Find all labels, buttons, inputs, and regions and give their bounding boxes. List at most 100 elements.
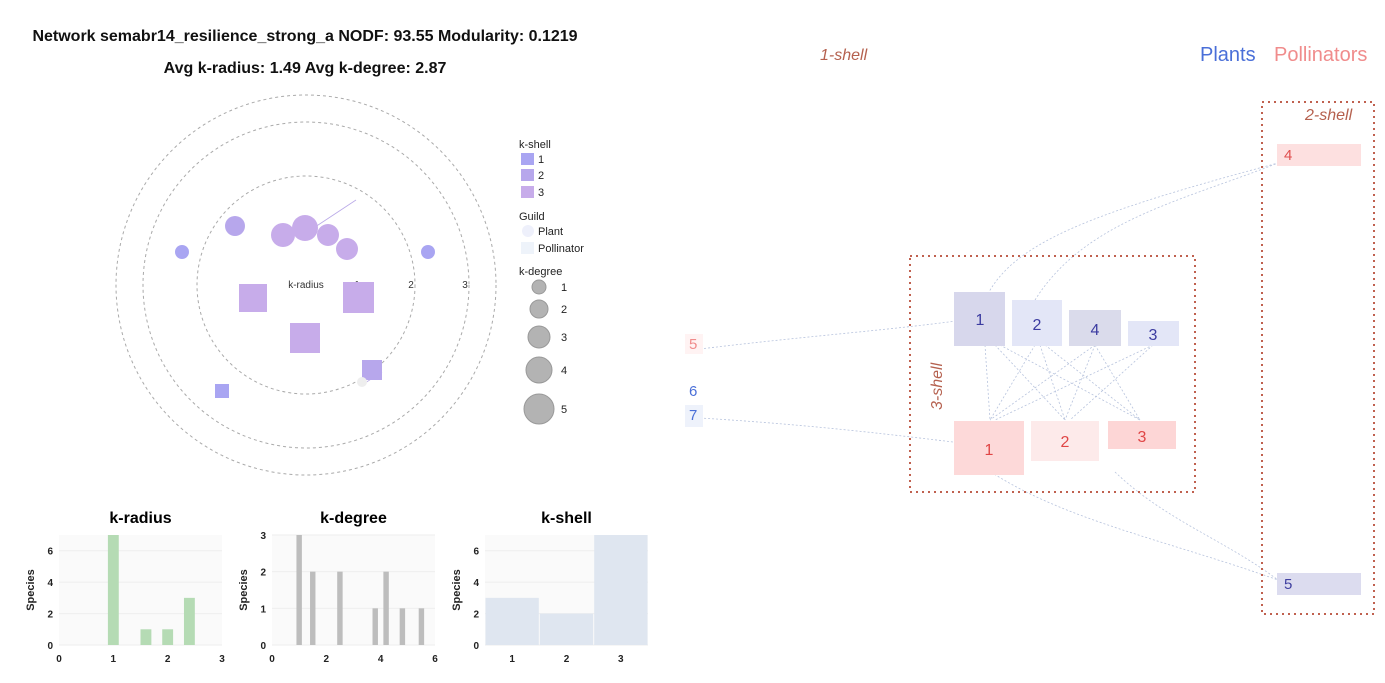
histogram-bar bbox=[310, 571, 316, 645]
shell2-plant-label: 5 bbox=[1284, 576, 1292, 593]
shell-3-box bbox=[909, 255, 1196, 493]
shell3-pollinator-node bbox=[1108, 421, 1176, 449]
histogram-bar bbox=[418, 608, 425, 645]
shell2-pollinator-node bbox=[1277, 144, 1361, 166]
y-tick-label: 2 bbox=[47, 610, 53, 621]
y-tick-label: 2 bbox=[260, 568, 266, 579]
shell3-plant-label: 1 bbox=[976, 312, 985, 329]
y-axis-label: Species bbox=[238, 569, 250, 611]
outlier-plant-label: 7 bbox=[689, 407, 697, 424]
shell2-pollinator-label: 4 bbox=[1284, 147, 1292, 164]
shell3-pollinator-label: 1 bbox=[985, 442, 994, 459]
y-tick-label: 4 bbox=[47, 578, 53, 589]
outlier-plant-label: 6 bbox=[689, 383, 697, 400]
pollinator-node bbox=[362, 360, 382, 380]
histogram-bar bbox=[485, 597, 539, 645]
plant-node bbox=[175, 245, 189, 259]
legend-kshell-swatch bbox=[521, 186, 534, 198]
ring-mid bbox=[142, 121, 470, 449]
y-axis-label: Species bbox=[25, 569, 37, 611]
plant-node bbox=[317, 224, 339, 246]
legend-kshell-label: 3 bbox=[538, 187, 544, 199]
legend-kdegree-label: 1 bbox=[561, 282, 567, 294]
legend-pollinators: Pollinators bbox=[1274, 44, 1367, 66]
x-tick-label: 6 bbox=[432, 654, 438, 665]
outlier-pollinator-label: 5 bbox=[689, 336, 697, 353]
shell3-plant-label: 3 bbox=[1149, 327, 1158, 344]
ziggurat-plot: .lnk{fill:none;stroke:#b7c3dd;stroke-wid… bbox=[685, 44, 1375, 615]
legend-kdegree-swatch bbox=[529, 299, 549, 319]
plant-node bbox=[271, 223, 295, 247]
ziggurat-links bbox=[699, 162, 1279, 581]
legend-kdegree-swatch bbox=[523, 393, 555, 425]
shell-3-label: 3-shell bbox=[929, 362, 946, 410]
pollinator-node bbox=[239, 284, 267, 312]
histogram-bar bbox=[594, 535, 648, 645]
plant-node bbox=[336, 238, 358, 260]
y-tick-label: 3 bbox=[260, 531, 266, 542]
polar-axis-label: k-radius bbox=[288, 280, 324, 291]
outlier-pollinator-node bbox=[685, 334, 703, 354]
shell-1-label: 1-shell bbox=[820, 47, 868, 64]
histogram-bar bbox=[383, 571, 389, 645]
legend-kshell-label: 1 bbox=[538, 154, 544, 166]
outlier-plant-node bbox=[685, 405, 703, 427]
histogram-bar bbox=[162, 629, 174, 645]
legend-kdegree-label: 5 bbox=[561, 404, 567, 416]
histogram-bar bbox=[337, 571, 343, 645]
shell3-plant-node bbox=[954, 292, 1005, 346]
x-tick-label: 0 bbox=[269, 654, 275, 665]
x-tick-label: 1 bbox=[509, 654, 515, 665]
legend-guild-plant-swatch bbox=[522, 225, 534, 237]
histogram-bar bbox=[539, 613, 594, 645]
ring-outer bbox=[115, 94, 497, 476]
y-tick-label: 0 bbox=[260, 641, 266, 652]
polar-rings bbox=[115, 94, 497, 476]
legend-kdegree-swatch bbox=[525, 356, 553, 384]
histogram-k-radius: k-radius 0 2 4 6 Species 0 1 2 3 bbox=[25, 510, 225, 665]
y-tick-label: 0 bbox=[47, 641, 53, 652]
legend: k-shell 1 2 3 Guild Plant Pollinator k-d… bbox=[519, 139, 584, 425]
pollinator-node bbox=[290, 323, 320, 353]
legend-kshell-swatch bbox=[521, 153, 534, 165]
x-tick-label: 2 bbox=[324, 654, 330, 665]
ring-label-3: 3 bbox=[462, 280, 468, 291]
plot-subtitle: Avg k-radius: 1.49 Avg k-degree: 2.87 bbox=[163, 60, 447, 77]
legend-kshell-label: 2 bbox=[538, 170, 544, 182]
legend-guild-pollinator-swatch bbox=[521, 242, 534, 254]
shell-2-label: 2-shell bbox=[1304, 107, 1353, 124]
y-tick-label: 0 bbox=[473, 641, 479, 652]
legend-kdegree-title: k-degree bbox=[519, 266, 562, 278]
y-tick-label: 1 bbox=[260, 604, 266, 615]
pollinator-node bbox=[215, 384, 229, 398]
histogram-panel bbox=[59, 535, 222, 645]
plant-node bbox=[421, 245, 435, 259]
shell3-pollinator-node bbox=[1031, 421, 1099, 461]
histogram-title: k-degree bbox=[320, 510, 387, 527]
x-tick-label: 0 bbox=[56, 654, 62, 665]
shell3-plant-label: 4 bbox=[1091, 322, 1100, 339]
polar-plot: k-radius 1 2 3 k-shell 1 2 3 Guild Plant… bbox=[115, 94, 584, 476]
legend-guild-label: Plant bbox=[538, 226, 563, 238]
legend-kdegree-label: 4 bbox=[561, 365, 567, 377]
x-tick-label: 2 bbox=[564, 654, 570, 665]
plant-node bbox=[225, 216, 245, 236]
shell3-plant-node bbox=[1069, 310, 1121, 346]
legend-kdegree-swatch bbox=[527, 325, 551, 349]
legend-kshell-swatch bbox=[521, 169, 534, 181]
histogram-k-shell: k-shell 0 2 4 6 Species 1 2 3 bbox=[451, 510, 648, 665]
shell3-pollinator-node bbox=[954, 421, 1024, 475]
histogram-bar bbox=[107, 535, 119, 645]
shell3-plant-node bbox=[1012, 300, 1062, 346]
y-tick-label: 4 bbox=[473, 578, 479, 589]
shell3-pollinator-label: 3 bbox=[1138, 429, 1147, 446]
shell3-plant-node bbox=[1128, 321, 1179, 346]
plot-title: Network semabr14_resilience_strong_a NOD… bbox=[32, 28, 578, 45]
ring-inner bbox=[196, 175, 416, 395]
histogram-bar bbox=[372, 608, 378, 645]
y-tick-label: 6 bbox=[473, 547, 479, 558]
shell3-pollinator-label: 2 bbox=[1061, 434, 1070, 451]
legend-kdegree-label: 2 bbox=[561, 304, 567, 316]
x-tick-label: 1 bbox=[111, 654, 117, 665]
shell2-plant-node bbox=[1277, 573, 1361, 595]
